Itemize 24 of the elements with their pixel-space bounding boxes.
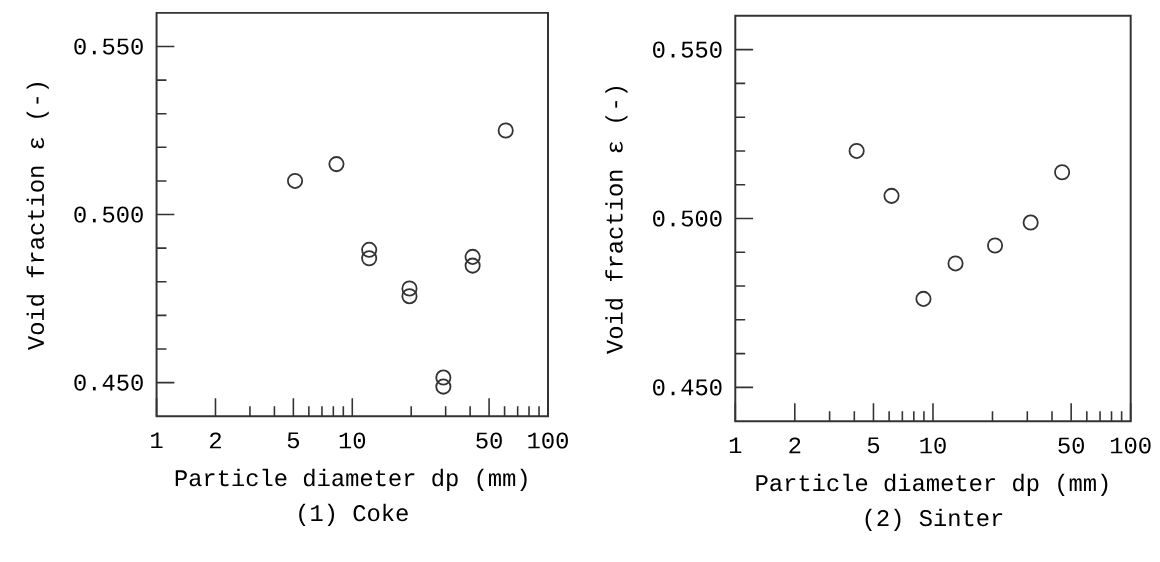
x-tick-label: 10: [920, 437, 946, 454]
x-tick-label: 2: [789, 437, 801, 454]
x-tick-label: 2: [210, 432, 221, 449]
text: (1) Coke: [299, 503, 408, 527]
y-tick-label: 0.450: [74, 374, 143, 391]
text: (2) Sinter: [865, 508, 1003, 531]
x-tick-label: 5: [867, 437, 880, 454]
y-tick-label: 0.500: [74, 206, 143, 223]
x-tick-label: 100: [1110, 437, 1151, 454]
x-tick-label: 10: [339, 432, 366, 449]
x-tick-label: 1: [151, 432, 163, 449]
x-tick-label: 5: [287, 432, 300, 449]
x-axis-title: Particle diameter dp (mm): [756, 473, 1108, 496]
x-tick-label: 50: [476, 432, 502, 449]
x-tick-label: 50: [1058, 437, 1084, 454]
y-axis-title: Void fraction ε (-): [26, 83, 49, 351]
x-tick-label: 1: [729, 437, 742, 454]
x-axis-title: Particle diameter dp (mm): [175, 468, 527, 492]
y-tick-label: 0.450: [653, 379, 722, 396]
x-tick-label: 100: [528, 432, 568, 449]
y-tick-label: 0.500: [653, 210, 722, 227]
y-tick-label: 0.550: [653, 41, 722, 58]
y-tick-label: 0.550: [74, 38, 143, 55]
y-axis-title: Void fraction ε (-): [605, 87, 628, 355]
